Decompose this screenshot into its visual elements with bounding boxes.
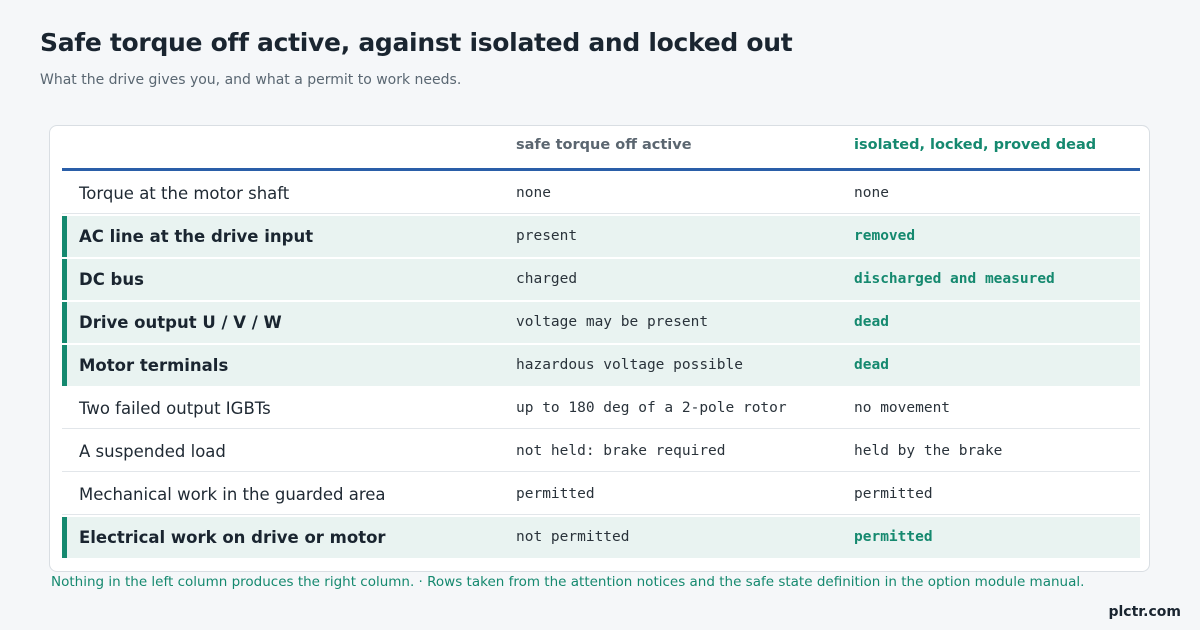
row-isolated-value: dead <box>854 314 889 330</box>
table-row: Mechanical work in the guarded area perm… <box>62 474 1140 515</box>
row-label: Drive output U / V / W <box>79 313 282 332</box>
row-isolated-value: permitted <box>854 486 933 502</box>
page-subtitle: What the drive gives you, and what a per… <box>40 72 462 88</box>
header-isolated: isolated, locked, proved dead <box>854 137 1097 153</box>
page-title: Safe torque off active, against isolated… <box>40 28 793 57</box>
table-row-highlighted: Motor terminals hazardous voltage possib… <box>62 345 1140 386</box>
row-sto-value: none <box>516 185 551 201</box>
table-header: safe torque off active isolated, locked,… <box>62 126 1140 171</box>
table-row: Torque at the motor shaft none none <box>62 173 1140 214</box>
table-row-highlighted: AC line at the drive input present remov… <box>62 216 1140 257</box>
row-label: A suspended load <box>79 442 226 461</box>
table-body: Torque at the motor shaft none none AC l… <box>62 173 1140 560</box>
comparison-table-card: safe torque off active isolated, locked,… <box>49 125 1150 572</box>
header-sto: safe torque off active <box>516 137 692 153</box>
row-label: AC line at the drive input <box>79 227 314 246</box>
row-isolated-value: discharged and measured <box>854 271 1055 287</box>
table-row: A suspended load not held: brake require… <box>62 431 1140 472</box>
row-isolated-value: dead <box>854 357 889 373</box>
row-sto-value: charged <box>516 271 578 287</box>
row-label: Electrical work on drive or motor <box>79 528 386 547</box>
table-row: Two failed output IGBTs up to 180 deg of… <box>62 388 1140 429</box>
table-row-highlighted: DC bus charged discharged and measured <box>62 259 1140 300</box>
row-label: Mechanical work in the guarded area <box>79 485 386 504</box>
row-sto-value: not permitted <box>516 529 630 545</box>
row-isolated-value: permitted <box>854 529 933 545</box>
row-isolated-value: removed <box>854 228 916 244</box>
table-row-highlighted: Drive output U / V / W voltage may be pr… <box>62 302 1140 343</box>
table-row-highlighted: Electrical work on drive or motor not pe… <box>62 517 1140 558</box>
row-sto-value: voltage may be present <box>516 314 709 330</box>
row-sto-value: permitted <box>516 486 595 502</box>
brand-logo-text: plctr.com <box>1108 604 1181 620</box>
row-sto-value: up to 180 deg of a 2-pole rotor <box>516 400 787 416</box>
row-label: Torque at the motor shaft <box>79 184 290 203</box>
row-label: Motor terminals <box>79 356 229 375</box>
footnote: Nothing in the left column produces the … <box>51 574 1085 590</box>
row-isolated-value: held by the brake <box>854 443 1003 459</box>
row-sto-value: not held: brake required <box>516 443 726 459</box>
row-isolated-value: no movement <box>854 400 951 416</box>
row-isolated-value: none <box>854 185 889 201</box>
row-label: Two failed output IGBTs <box>79 399 271 418</box>
row-label: DC bus <box>79 270 144 289</box>
row-sto-value: present <box>516 228 578 244</box>
row-sto-value: hazardous voltage possible <box>516 357 743 373</box>
